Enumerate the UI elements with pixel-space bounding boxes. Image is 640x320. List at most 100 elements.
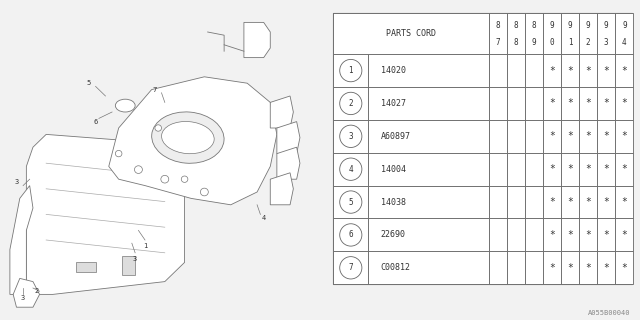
Text: 0: 0 <box>550 38 554 47</box>
Bar <box>561 219 579 252</box>
Bar <box>615 54 634 87</box>
Bar <box>369 87 489 120</box>
Text: *: * <box>585 66 591 76</box>
Ellipse shape <box>161 122 214 154</box>
Bar <box>333 153 369 186</box>
Bar <box>561 120 579 153</box>
Bar <box>597 153 615 186</box>
Bar <box>369 120 489 153</box>
Text: *: * <box>585 131 591 141</box>
Bar <box>369 186 489 219</box>
Text: *: * <box>604 131 609 141</box>
Bar <box>597 54 615 87</box>
Bar <box>369 219 489 252</box>
Bar <box>579 87 597 120</box>
Bar <box>579 186 597 219</box>
Ellipse shape <box>152 112 224 163</box>
Text: 2: 2 <box>586 38 591 47</box>
Bar <box>597 120 615 153</box>
Polygon shape <box>26 134 184 294</box>
Text: *: * <box>585 197 591 207</box>
Text: 3: 3 <box>349 132 353 141</box>
Text: *: * <box>604 230 609 240</box>
Text: 14038: 14038 <box>381 197 406 207</box>
Text: *: * <box>621 66 627 76</box>
Text: *: * <box>567 197 573 207</box>
Bar <box>369 153 489 186</box>
Text: *: * <box>604 99 609 108</box>
Bar <box>489 87 507 120</box>
Bar <box>597 219 615 252</box>
Text: 9: 9 <box>532 38 536 47</box>
Text: *: * <box>549 131 555 141</box>
Circle shape <box>200 188 208 196</box>
Bar <box>579 153 597 186</box>
Circle shape <box>181 176 188 182</box>
Circle shape <box>340 125 362 148</box>
Text: *: * <box>621 131 627 141</box>
Bar <box>369 54 489 87</box>
Bar <box>507 219 525 252</box>
Polygon shape <box>270 96 293 128</box>
Text: 9: 9 <box>604 20 609 30</box>
Text: 2: 2 <box>34 288 38 294</box>
Bar <box>507 54 525 87</box>
Text: 6: 6 <box>349 230 353 239</box>
Circle shape <box>340 158 362 180</box>
Bar <box>507 87 525 120</box>
Text: 9: 9 <box>622 20 627 30</box>
Bar <box>597 13 615 54</box>
Text: 1: 1 <box>143 244 147 249</box>
Text: *: * <box>621 197 627 207</box>
Bar <box>561 153 579 186</box>
Circle shape <box>134 166 142 173</box>
Bar <box>525 252 543 284</box>
Polygon shape <box>270 173 293 205</box>
Text: 2: 2 <box>349 99 353 108</box>
Text: A055B00040: A055B00040 <box>588 310 630 316</box>
Bar <box>579 120 597 153</box>
Text: *: * <box>567 164 573 174</box>
Bar <box>615 219 634 252</box>
Bar <box>333 13 489 54</box>
Text: *: * <box>549 263 555 273</box>
Bar <box>525 153 543 186</box>
Bar <box>333 54 369 87</box>
Bar <box>561 186 579 219</box>
Bar <box>525 186 543 219</box>
Bar <box>122 256 135 275</box>
Text: C00812: C00812 <box>381 263 410 272</box>
Text: 4: 4 <box>349 165 353 174</box>
Text: 14027: 14027 <box>381 99 406 108</box>
Circle shape <box>155 125 161 131</box>
Text: 1: 1 <box>349 66 353 75</box>
Text: *: * <box>567 131 573 141</box>
Text: 6: 6 <box>93 119 98 124</box>
Text: 3: 3 <box>604 38 609 47</box>
Text: *: * <box>549 99 555 108</box>
Bar <box>543 219 561 252</box>
Bar <box>369 252 489 284</box>
Bar <box>543 186 561 219</box>
Polygon shape <box>13 278 40 307</box>
Bar <box>615 153 634 186</box>
Text: 9: 9 <box>550 20 554 30</box>
Text: 4: 4 <box>262 215 266 220</box>
Bar <box>597 186 615 219</box>
Bar <box>489 153 507 186</box>
Text: 22690: 22690 <box>381 230 406 239</box>
Bar <box>579 54 597 87</box>
Text: 9: 9 <box>568 20 572 30</box>
Text: 5: 5 <box>87 80 91 86</box>
Bar <box>543 120 561 153</box>
Text: *: * <box>621 164 627 174</box>
Text: *: * <box>549 197 555 207</box>
Bar <box>543 252 561 284</box>
Text: *: * <box>604 164 609 174</box>
Text: 7: 7 <box>495 38 500 47</box>
Bar <box>579 219 597 252</box>
Bar <box>561 252 579 284</box>
Bar <box>507 13 525 54</box>
Bar <box>507 252 525 284</box>
Text: *: * <box>549 230 555 240</box>
